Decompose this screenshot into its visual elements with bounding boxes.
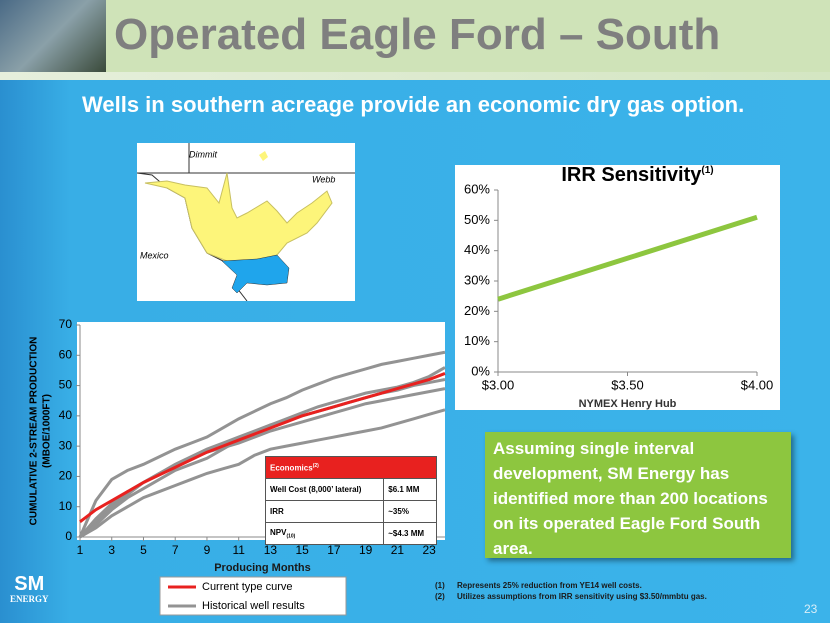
table-cell: ~35% [383, 500, 437, 523]
page-number: 23 [804, 602, 818, 616]
footnote: (2) Utilizes assumptions from IRR sensiti… [435, 591, 707, 602]
footnote-marker: (1) [435, 581, 445, 590]
chart-title-note: (1) [701, 165, 713, 176]
y-tick-label: 40 [59, 408, 73, 422]
y-tick-label: 50% [464, 212, 490, 227]
x-tick-label: 23 [422, 543, 436, 557]
y-tick-label: 40% [464, 242, 490, 257]
y-tick-label: 10% [464, 333, 490, 348]
chart-title: IRR Sensitivity(1) [561, 164, 713, 186]
x-tick-label: 11 [232, 543, 245, 557]
legend-label: Historical well results [202, 600, 305, 612]
economics-table: Economics(2) Well Cost (8,000’ lateral) $… [264, 456, 437, 545]
y-tick-label: 30 [59, 438, 73, 452]
y-tick-label: 10 [59, 499, 73, 513]
y-tick-label: 30% [464, 272, 490, 287]
table-cell-text: NPV [270, 527, 287, 537]
series-line [79, 366, 446, 539]
y-axis-label: (MBOE/1000FT) [42, 394, 53, 468]
photo [0, 0, 106, 72]
x-tick-label: $4.00 [741, 377, 774, 392]
series-line [79, 408, 446, 539]
map: Dimmit Webb Mexico [137, 143, 355, 301]
series-line [79, 372, 446, 524]
table-cell: ~$4.3 MM [383, 522, 437, 545]
x-tick-label: $3.00 [482, 377, 515, 392]
title: Operated Eagle Ford – South [114, 10, 721, 59]
series-line [497, 214, 758, 302]
y-tick-label: 20% [464, 303, 490, 318]
y-tick-label: 0 [65, 529, 72, 543]
x-tick-label: 7 [172, 543, 179, 557]
table-header-text: Economics [270, 463, 313, 473]
footnote-marker: (2) [435, 592, 445, 601]
subtitle: Wells in southern acreage provide an eco… [82, 92, 745, 117]
x-axis-label: Producing Months [214, 562, 311, 574]
acreage [259, 151, 268, 161]
footnote-text: Represents 25% reduction from YE14 well … [457, 581, 642, 590]
x-tick-label: 1 [77, 543, 84, 557]
logo: SM ENERGY [10, 574, 49, 604]
x-tick-label: 5 [140, 543, 147, 557]
legend-box [159, 576, 347, 616]
y-axis-label: CUMULATIVE 2-STREAM PRODUCTION [29, 337, 40, 526]
table-cell: IRR [264, 500, 385, 523]
table-cell-sub: (10) [286, 533, 296, 540]
x-axis-label: NYMEX Henry Hub [579, 398, 677, 410]
footnote: (1) Represents 25% reduction from YE14 we… [435, 580, 707, 591]
footnote-text: Utilizes assumptions from IRR sensitivit… [457, 592, 707, 601]
x-tick-label: 3 [108, 543, 115, 557]
title-box [106, 0, 830, 72]
map-label: Mexico [140, 250, 169, 260]
y-tick-label: 60 [59, 347, 73, 361]
series-line [78, 350, 446, 538]
irr-chart-bg [455, 165, 780, 410]
acreage [144, 172, 333, 262]
table-cell: Well Cost (8,000’ lateral) [264, 478, 385, 501]
y-tick-label: 60% [464, 181, 490, 196]
y-tick-label: 70 [59, 317, 73, 331]
logo-mark: SM [14, 573, 45, 595]
map-label: Webb [312, 174, 335, 184]
legend-label: Current type curve [202, 581, 292, 593]
table-header: Economics(2) [265, 456, 437, 479]
table-cell: $6.1 MM [383, 478, 437, 501]
x-tick-label: 15 [295, 543, 309, 557]
footnotes: (1) Represents 25% reduction from YE14 we… [435, 580, 707, 602]
logo-text: ENERGY [10, 594, 49, 604]
x-tick-label: 9 [204, 543, 211, 557]
callout: Assuming single interval development, SM… [485, 432, 791, 558]
x-tick-label: 17 [327, 543, 341, 557]
southern-acreage [221, 254, 290, 294]
chart-title-text: IRR Sensitivity [561, 164, 702, 186]
x-tick-label: 13 [264, 543, 278, 557]
table-cell: NPV(10) [264, 522, 385, 545]
x-tick-label: 21 [391, 543, 405, 557]
y-tick-label: 50 [59, 378, 73, 392]
x-tick-label: $3.50 [611, 377, 644, 392]
y-tick-label: 0% [471, 363, 490, 378]
y-tick-label: 20 [59, 469, 73, 483]
x-tick-label: 19 [359, 543, 373, 557]
map-label: Dimmit [189, 149, 217, 159]
table-header-note: (2) [312, 462, 319, 469]
